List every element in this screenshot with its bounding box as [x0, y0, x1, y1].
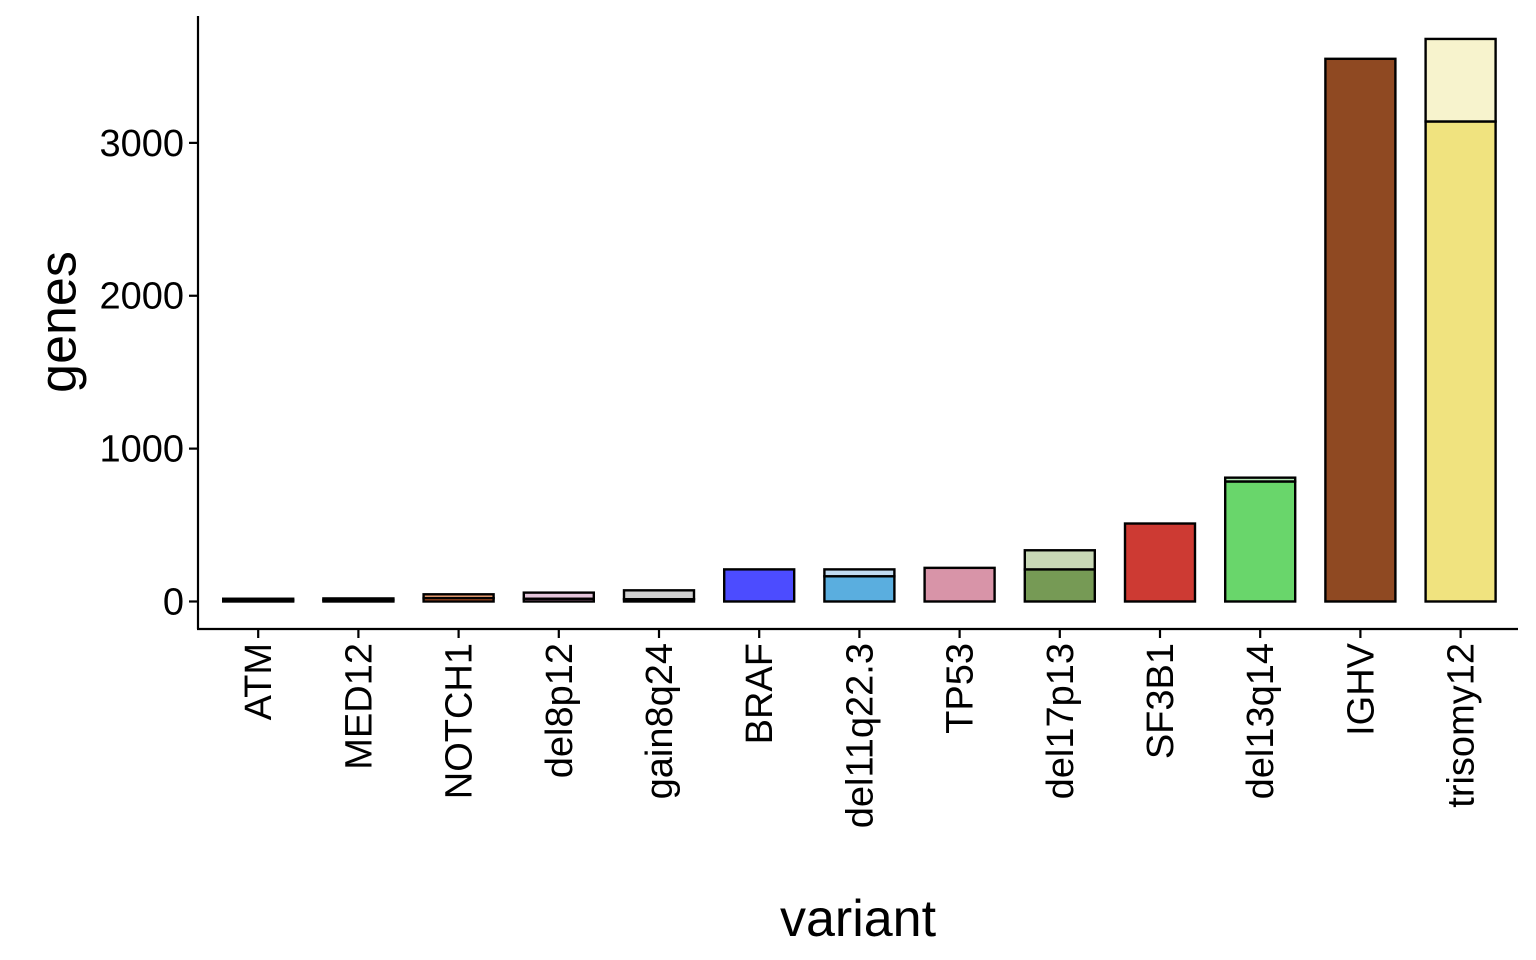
- axes-layer: [196, 16, 1518, 631]
- bar-trisomy12-segment-2: [1424, 37, 1497, 123]
- x-tick-label: NOTCH1: [439, 643, 481, 799]
- y-tick-label: 1000: [99, 429, 184, 471]
- x-tick-label: del11q22.3: [839, 643, 881, 828]
- x-tick-label: del13q14: [1240, 643, 1282, 799]
- x-tick-label: ATM: [238, 643, 280, 720]
- x-tick-label: trisomy12: [1441, 643, 1483, 808]
- x-tick-label: gain8q24: [639, 643, 681, 799]
- bar-MED12-segment-2: [322, 597, 395, 602]
- bar-gain8q24-segment-2: [622, 589, 696, 601]
- y-axis-title: genes: [30, 251, 88, 393]
- bar-del8p12-segment-2: [522, 591, 595, 600]
- y-tick-label: 2000: [99, 276, 184, 318]
- bars-layer: [221, 37, 1497, 603]
- x-tick-label: del8p12: [539, 643, 581, 778]
- y-tick-label: 0: [163, 581, 184, 623]
- x-tick-label: SF3B1: [1140, 643, 1182, 759]
- bar-del17p13-segment-2: [1023, 549, 1097, 571]
- x-tick-label: del17p13: [1040, 643, 1082, 799]
- bar-del13q14-segment-2: [1223, 476, 1297, 483]
- bar-del17p13-segment-1: [1023, 568, 1097, 603]
- x-tick-label: TP53: [940, 643, 982, 734]
- x-ticks: ATM MED12 NOTCH1 del8p12 gain8q24 BRAF del11q2…: [238, 629, 1483, 828]
- bar-del13q14-segment-1: [1223, 480, 1297, 603]
- y-tick-label: 3000: [99, 123, 184, 165]
- x-tick-label: MED12: [338, 643, 380, 770]
- y-ticks: 0 1000 2000 3000: [99, 123, 198, 623]
- x-tick-label: IGHV: [1340, 642, 1382, 736]
- bar-ATM-segment-2: [221, 597, 295, 602]
- bar-SF3B1-segment-1: [1123, 522, 1197, 603]
- bar-TP53-segment-1: [923, 566, 996, 603]
- bar-IGHV-segment-1: [1324, 57, 1397, 603]
- bar-BRAF-segment-1: [723, 568, 796, 603]
- bar-del11q22.3-segment-1: [823, 575, 896, 603]
- bar-NOTCH1-segment-2: [422, 593, 495, 600]
- x-tick-label: BRAF: [739, 643, 781, 744]
- bar-trisomy12-segment-1: [1424, 120, 1497, 603]
- bar-del11q22.3-segment-2: [823, 568, 896, 578]
- x-axis-title: variant: [780, 890, 937, 948]
